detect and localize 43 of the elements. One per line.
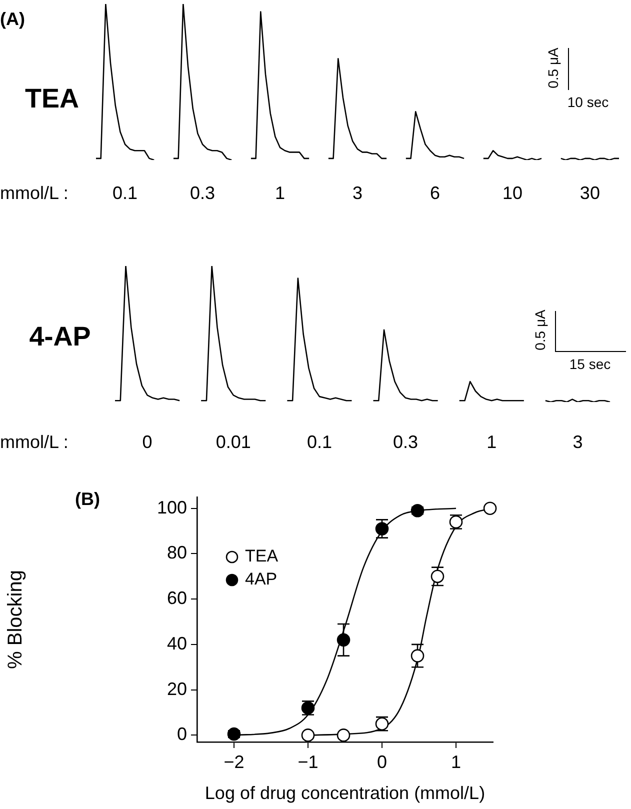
text: mmol/L : [0,182,68,203]
text: 0.01 [216,432,251,452]
legend-label: TEA [245,546,279,566]
point [410,649,424,662]
text: mmol/L : [0,432,68,452]
chart-title: (B) [75,488,100,509]
point [483,502,497,515]
x-axis-title: Log of drug concentration (mmol/L) [204,783,486,804]
point [336,728,350,742]
text: 0.3 [393,432,418,452]
y-tick-label: 80 [166,542,187,563]
text: 30 [580,182,600,203]
y-tick-label: 0 [176,724,187,744]
text: 10 [502,182,522,203]
x-tick-label: 0 [376,752,388,772]
text: 3 [352,182,363,203]
text: 0 [142,432,152,452]
y-tick-label: 60 [166,588,187,608]
text: 1 [275,182,286,203]
text: TEA [25,83,79,114]
y-tick-label: 100 [156,497,187,518]
text: 4-AP [29,321,91,352]
text: 0.1 [112,182,138,203]
text: 3 [572,432,583,452]
legend-label: 4AP [245,570,278,589]
annotation: 0.5 μA [532,308,548,350]
text: 1 [486,432,497,452]
point [336,633,350,647]
y-axis-title: % Blocking [4,570,27,669]
text: 0.3 [190,182,216,203]
text: 0.1 [306,432,332,452]
x-tick-label: −1 [298,752,318,772]
chart-title: (A) [0,8,25,29]
annotation: 0.5 μA [544,46,561,88]
annotation: 10 sec [567,94,609,110]
point [301,728,315,742]
y-tick-label: 20 [166,678,187,699]
x-tick-label: −2 [224,752,244,772]
text: 6 [430,182,440,203]
y-tick-label: 40 [166,633,187,654]
annotation: 15 sec [569,356,611,372]
x-tick-label: 1 [450,752,462,772]
point [410,504,424,518]
